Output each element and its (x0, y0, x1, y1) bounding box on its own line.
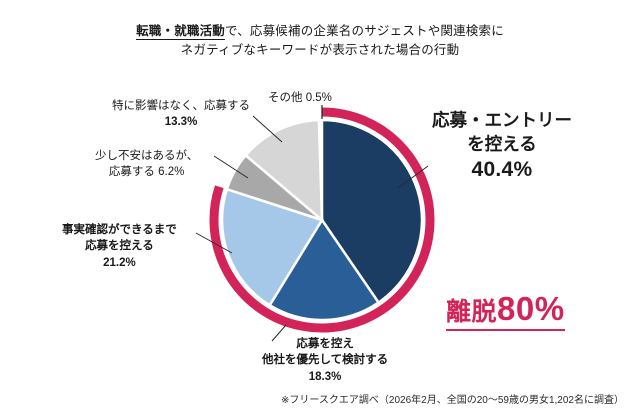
pie-label-no-effect: 特に影響はなく、応募する 13.3% (112, 98, 250, 131)
pie-label-fact-check-value: 21.2% (103, 256, 136, 269)
title-line-1: 転職・就職活動で、応募候補の企業名のサジェストや関連検索に (0, 22, 640, 41)
pie-label-other-text: その他 0.5% (268, 92, 332, 104)
pie-label-main-line1: 応募・エントリー (432, 110, 572, 130)
title-line-1-rest: で、応募候補の企業名のサジェストや関連検索に (225, 24, 504, 38)
pie-label-fact-check-line2: 応募を控える (85, 240, 154, 253)
source-note: ※フリースクエア調べ（2026年2月、全国の20〜59歳の男女1,202名に調査… (281, 395, 624, 406)
pie-label-main-line2: を控える (467, 134, 537, 155)
pie-label-slight-anxiety: 少し不安はあるが、 応募する 6.2% (95, 148, 198, 181)
title-emphasis: 転職・就職活動 (136, 24, 225, 40)
pie-label-other-company-line1: 応募を控え (296, 338, 354, 350)
highlight-dropout-80: 離脱80% (446, 290, 565, 331)
pie-label-other: その他 0.5% (268, 90, 332, 106)
page-title: 転職・就職活動で、応募候補の企業名のサジェストや関連検索に ネガティブなキーワー… (0, 22, 640, 61)
pie-slice-6 (318, 119, 323, 221)
leader-line-noeffect (252, 115, 283, 143)
leader-line-factcheck (195, 232, 233, 254)
pie-label-other-company-line2: 他社を優先して検討する (262, 354, 389, 367)
pie-label-fact-check-line1: 事実確認ができるまで (62, 224, 177, 236)
leader-line-slight (213, 155, 249, 179)
pie-label-no-effect-line1: 特に影響はなく、応募する (112, 100, 250, 112)
highlight-dropout-kanji: 離脱 (446, 298, 498, 326)
pie-slice-3 (220, 187, 324, 307)
pie-slice-1 (320, 118, 424, 305)
pie-label-other-company-value: 18.3% (308, 370, 342, 383)
pie-slice-2 (267, 217, 381, 322)
pie-label-main-withhold: 応募・エントリー を控える 40.4% (414, 108, 590, 185)
pie-label-slight-anxiety-line2: 応募する 6.2% (108, 166, 185, 179)
highlight-dropout-number: 80 (497, 290, 535, 327)
pie-label-slight-anxiety-line1: 少し不安はあるが、 (95, 150, 199, 162)
title-line-2: ネガティブなキーワードが表示された場合の行動 (180, 43, 460, 58)
emphasis-arc-80 (209, 107, 435, 333)
pie-label-no-effect-value: 13.3% (164, 116, 198, 129)
pie-label-fact-check: 事実確認ができるまで 応募を控える 21.2% (62, 222, 177, 271)
leader-line-main (397, 165, 429, 189)
leader-line-other-company (271, 324, 287, 342)
highlight-dropout-percent: % (534, 290, 565, 327)
pie-label-other-company: 応募を控え 他社を優先して検討する 18.3% (262, 336, 388, 385)
pie-label-main-value: 40.4% (471, 158, 533, 182)
pie-slice-5 (243, 118, 324, 223)
